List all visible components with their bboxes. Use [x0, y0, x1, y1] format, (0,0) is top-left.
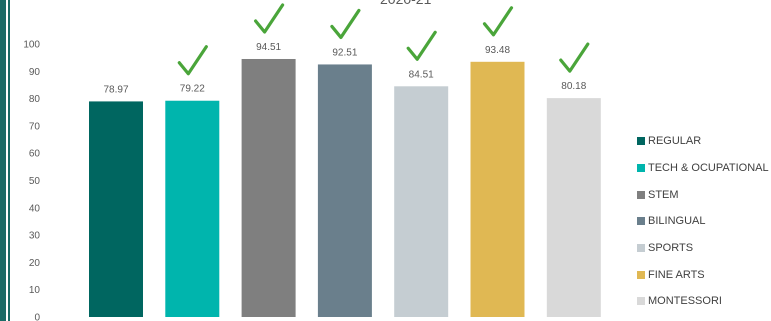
legend-swatch: [637, 270, 645, 279]
y-tick-label: 10: [29, 285, 41, 296]
legend-item: FINE ARTS: [637, 261, 769, 288]
legend-label: STEM: [648, 188, 679, 201]
checkmark-icon: [254, 3, 285, 34]
data-label: 92.51: [332, 47, 357, 58]
bar: [241, 58, 296, 317]
legend-label: SPORTS: [648, 242, 694, 255]
data-label: 84.51: [409, 69, 434, 80]
legend-label: TECH & OCUPATIONAL: [648, 162, 769, 175]
data-label: 80.18: [561, 81, 586, 92]
legend-item: MONTESSORI: [637, 288, 769, 315]
y-tick-label: 60: [29, 149, 41, 160]
data-label: 94.51: [256, 42, 281, 53]
legend-swatch: [637, 244, 645, 253]
left-accent-line: [8, 0, 10, 321]
legend-label: BILINGUAL: [648, 215, 706, 228]
y-tick-label: 90: [29, 67, 41, 78]
bar: [394, 86, 449, 318]
checkmark-icon: [559, 42, 590, 73]
checkmark-icon: [406, 30, 437, 61]
checkmark-icon: [177, 45, 208, 76]
data-label: 78.97: [103, 84, 128, 95]
legend-item: SPORTS: [637, 235, 769, 262]
bar: [89, 101, 143, 318]
checkmark-icon: [482, 6, 514, 37]
legend-swatch: [637, 137, 645, 146]
bar: [546, 98, 601, 317]
bar: [317, 64, 372, 318]
y-tick-label: 40: [29, 203, 41, 214]
data-label: 79.22: [180, 84, 205, 95]
legend-label: FINE ARTS: [648, 268, 705, 281]
legend-item: STEM: [637, 181, 769, 208]
legend-swatch: [637, 190, 645, 199]
data-label: 93.48: [485, 45, 510, 56]
y-tick-label: 80: [29, 94, 41, 105]
y-tick-label: 20: [29, 258, 41, 269]
y-tick-label: 100: [23, 40, 40, 51]
legend-swatch: [637, 297, 645, 306]
checkmark-icon: [330, 8, 361, 40]
legend-item: REGULAR: [637, 128, 769, 155]
left-accent-bar: [0, 0, 6, 321]
y-tick-label: 70: [29, 121, 41, 132]
legend-swatch: [637, 217, 645, 226]
legend-swatch: [637, 164, 645, 173]
legend-label: REGULAR: [648, 135, 702, 148]
legend-item: BILINGUAL: [637, 208, 769, 235]
chart-legend: REGULAR TECH & OCUPATIONAL STEM BILINGUAL SP…: [637, 128, 769, 315]
y-tick-label: 50: [29, 176, 41, 187]
bar: [470, 61, 525, 318]
legend-item: TECH & OCUPATIONAL: [637, 155, 769, 182]
legend-label: MONTESSORI: [648, 295, 722, 308]
chart-title: 2020-21: [380, 0, 431, 7]
y-tick-label: 30: [29, 231, 41, 242]
bar: [165, 100, 220, 317]
y-tick-label: 0: [34, 313, 40, 321]
